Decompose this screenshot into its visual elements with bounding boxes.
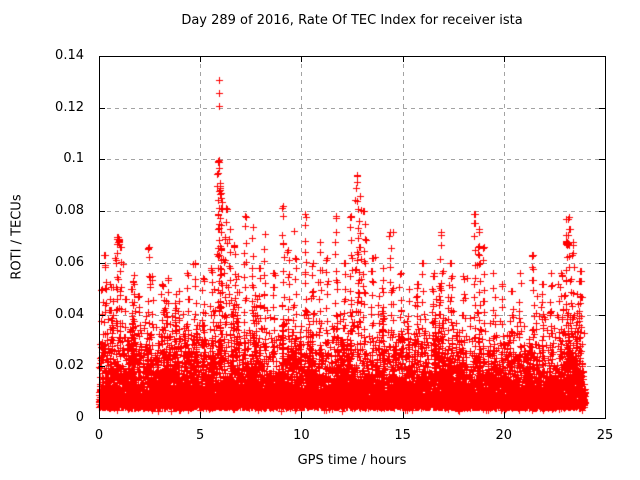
x-tick-label: 0	[94, 428, 104, 443]
x-tick-label: 10	[293, 428, 310, 443]
y-tick-label: 0.04	[55, 306, 84, 322]
x-axis-label: GPS time / hours	[297, 453, 407, 468]
y-tick-label: 0.12	[55, 99, 84, 115]
y-tick-label: 0.08	[55, 203, 84, 219]
x-tick-label: 15	[394, 428, 411, 443]
y-tick-label: 0	[75, 410, 84, 425]
x-tick-label: 5	[196, 428, 205, 443]
chart-title: Day 289 of 2016, Rate Of TEC Index for r…	[181, 13, 523, 28]
y-tick-label: 0.1	[63, 151, 84, 167]
x-tick-label: 25	[596, 428, 614, 443]
x-tick-label: 20	[495, 428, 513, 443]
plot-border	[99, 56, 606, 419]
y-tick-label: 0.06	[55, 254, 84, 270]
y-tick-label: 0.14	[55, 48, 84, 63]
y-tick-label: 0.02	[55, 358, 84, 374]
